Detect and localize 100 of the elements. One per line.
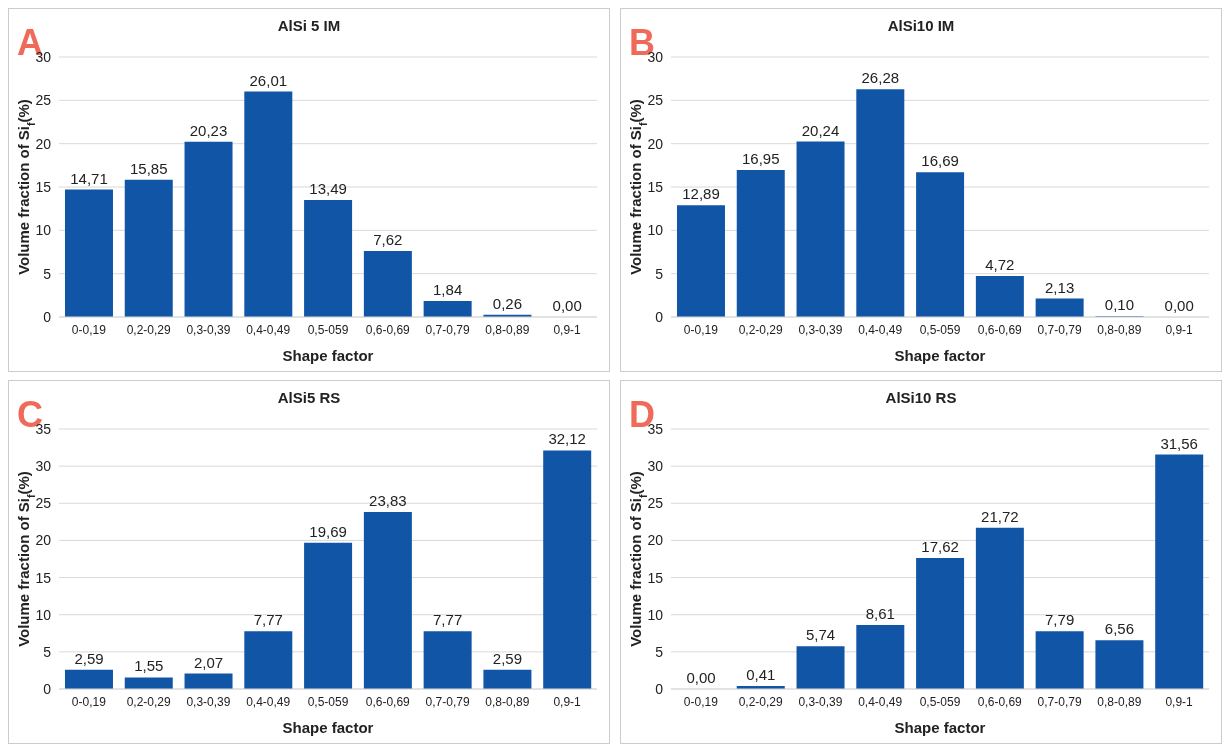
y-tick-label: 25 bbox=[647, 495, 664, 512]
x-tick-label: 0,9-1 bbox=[1165, 322, 1194, 337]
data-label: 2,13 bbox=[1045, 278, 1075, 296]
data-label: 1,55 bbox=[134, 657, 164, 675]
x-axis-title: Shape factor bbox=[282, 719, 374, 736]
x-tick-label: 0,8-0,89 bbox=[1097, 322, 1142, 337]
chart-title: AlSi10 IM bbox=[887, 17, 955, 34]
y-tick-label: 5 bbox=[43, 643, 52, 660]
data-label: 4,72 bbox=[985, 256, 1015, 274]
x-axis-title: Shape factor bbox=[894, 719, 986, 736]
x-tick-label: 0,3-0,39 bbox=[186, 322, 231, 337]
chart-title: AlSi10 RS bbox=[885, 389, 957, 406]
data-label: 26,01 bbox=[249, 71, 288, 89]
x-tick-label: 0,5-059 bbox=[919, 322, 961, 337]
x-tick-label: 0,2-0,29 bbox=[126, 322, 171, 337]
x-tick-label: 0,3-0,39 bbox=[798, 694, 843, 709]
data-label: 26,28 bbox=[861, 69, 900, 87]
y-tick-label: 10 bbox=[35, 606, 52, 623]
data-label: 23,83 bbox=[369, 491, 407, 509]
y-tick-label: 10 bbox=[35, 222, 52, 239]
data-label: 6,56 bbox=[1104, 620, 1135, 638]
y-tick-label: 20 bbox=[647, 135, 664, 152]
data-label: 16,95 bbox=[741, 150, 780, 168]
y-tick-label: 15 bbox=[35, 178, 52, 195]
y-tick-label: 0 bbox=[43, 680, 52, 697]
data-label: 8,61 bbox=[865, 605, 895, 623]
x-tick-label: 0,4-0,49 bbox=[246, 322, 291, 337]
x-tick-label: 0,7-0,79 bbox=[425, 322, 470, 337]
x-tick-label: 0,3-0,39 bbox=[186, 694, 231, 709]
x-tick-label: 0,4-0,49 bbox=[858, 322, 903, 337]
x-tick-label: 0,5-059 bbox=[307, 694, 349, 709]
x-tick-label: 0,8-0,89 bbox=[1097, 694, 1142, 709]
data-label: 16,69 bbox=[921, 152, 959, 170]
y-tick-label: 15 bbox=[647, 569, 664, 586]
data-label: 20,24 bbox=[801, 121, 840, 139]
x-tick-label: 0,6-0,69 bbox=[365, 694, 411, 709]
data-label: 7,77 bbox=[253, 611, 283, 629]
y-tick-label: 10 bbox=[647, 222, 664, 239]
x-tick-label: 0,2-0,29 bbox=[738, 322, 783, 337]
y-tick-label: 0 bbox=[655, 680, 664, 697]
x-tick-label: 0,9-1 bbox=[553, 322, 582, 337]
y-tick-label: 20 bbox=[35, 532, 52, 549]
data-label: 0,26 bbox=[492, 294, 523, 312]
x-tick-label: 0,6-0,69 bbox=[977, 322, 1023, 337]
x-tick-label: 0-0,19 bbox=[683, 694, 719, 709]
x-tick-label: 0-0,19 bbox=[71, 322, 107, 337]
x-tick-label: 0,5-059 bbox=[307, 322, 349, 337]
data-label: 5,74 bbox=[805, 626, 836, 644]
data-label: 12,89 bbox=[682, 185, 720, 203]
y-tick-label: 5 bbox=[655, 643, 664, 660]
data-label: 0,10 bbox=[1104, 296, 1135, 314]
x-tick-label: 0-0,19 bbox=[71, 694, 107, 709]
y-tick-label: 30 bbox=[647, 458, 664, 475]
x-tick-label: 0,3-0,39 bbox=[798, 322, 843, 337]
x-axis-title: Shape factor bbox=[282, 347, 374, 364]
data-label: 15,85 bbox=[129, 159, 168, 177]
y-tick-label: 25 bbox=[647, 92, 664, 109]
x-tick-label: 0,8-0,89 bbox=[485, 322, 530, 337]
y-tick-label: 10 bbox=[647, 606, 664, 623]
data-label: 0,00 bbox=[686, 668, 716, 686]
data-label: 2,07 bbox=[193, 653, 224, 671]
chart-title: AlSi 5 IM bbox=[277, 17, 341, 34]
y-tick-label: 5 bbox=[43, 265, 52, 282]
data-label: 2,59 bbox=[74, 649, 104, 667]
y-tick-label: 20 bbox=[647, 532, 664, 549]
y-tick-label: 20 bbox=[35, 135, 52, 152]
x-tick-label: 0,4-0,49 bbox=[246, 694, 291, 709]
data-label: 14,71 bbox=[70, 169, 108, 187]
x-tick-label: 0,2-0,29 bbox=[738, 694, 783, 709]
data-label: 0,00 bbox=[552, 296, 582, 314]
x-tick-label: 0-0,19 bbox=[683, 322, 719, 337]
data-label: 1,84 bbox=[433, 281, 463, 299]
data-label: 20,23 bbox=[189, 121, 228, 139]
x-tick-label: 0,7-0,79 bbox=[425, 694, 470, 709]
data-label: 7,77 bbox=[433, 611, 463, 629]
x-tick-label: 0,9-1 bbox=[1165, 694, 1194, 709]
data-label: 7,79 bbox=[1045, 611, 1075, 629]
data-label: 13,49 bbox=[309, 180, 347, 198]
x-tick-label: 0,2-0,29 bbox=[126, 694, 171, 709]
x-tick-label: 0,5-059 bbox=[919, 694, 961, 709]
x-tick-label: 0,6-0,69 bbox=[977, 694, 1023, 709]
y-tick-label: 15 bbox=[647, 178, 664, 195]
data-label: 17,62 bbox=[921, 538, 959, 556]
y-tick-label: 15 bbox=[35, 569, 52, 586]
x-tick-label: 0,4-0,49 bbox=[858, 694, 903, 709]
data-label: 21,72 bbox=[981, 507, 1019, 525]
y-tick-label: 0 bbox=[655, 308, 664, 325]
x-tick-label: 0,6-0,69 bbox=[365, 322, 411, 337]
x-tick-label: 0,7-0,79 bbox=[1037, 322, 1082, 337]
data-label: 31,56 bbox=[1160, 434, 1198, 452]
x-axis-title: Shape factor bbox=[894, 347, 986, 364]
x-tick-label: 0,7-0,79 bbox=[1037, 694, 1082, 709]
data-label: 2,59 bbox=[492, 649, 523, 667]
y-tick-label: 0 bbox=[43, 308, 52, 325]
data-label: 0,41 bbox=[746, 665, 776, 683]
y-tick-label: 30 bbox=[35, 458, 52, 475]
y-tick-label: 25 bbox=[35, 495, 52, 512]
x-tick-label: 0,9-1 bbox=[553, 694, 582, 709]
x-tick-label: 0,8-0,89 bbox=[485, 694, 530, 709]
y-tick-label: 25 bbox=[35, 92, 52, 109]
